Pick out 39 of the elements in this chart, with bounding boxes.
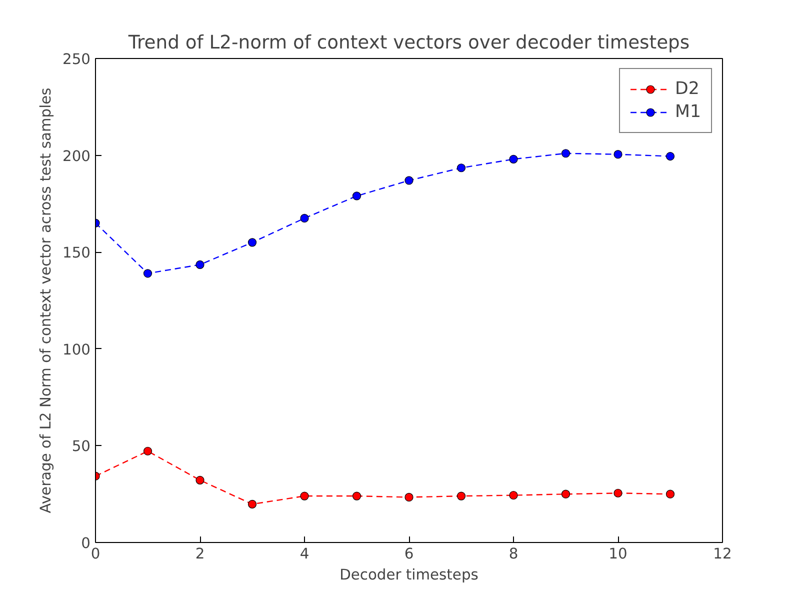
point (352, 192, 362, 200)
point (666, 490, 675, 498)
point (614, 488, 622, 498)
point (404, 176, 414, 185)
point (509, 154, 518, 164)
point (509, 490, 518, 500)
y-tick-label: 100 (62, 341, 91, 358)
point (300, 214, 309, 223)
point (561, 490, 570, 498)
y-axis-title: Average of L2 Norm of context vector across test samples (38, 88, 55, 514)
point (352, 492, 362, 500)
point (456, 164, 466, 172)
x-tick-label: 4 (300, 546, 310, 562)
y-tick-label: 50 (72, 438, 91, 456)
point (196, 476, 204, 484)
x-tick-label: 8 (508, 546, 518, 562)
chart-title: Trend of L2-norm of context vectors over decoder timesteps (127, 32, 690, 54)
point (143, 446, 152, 456)
x-tick-label: 2 (195, 546, 205, 562)
y-tick-label: 150 (62, 244, 91, 262)
y-tick-label: 0 (81, 535, 91, 552)
legend-label: D2 (675, 79, 700, 99)
point (248, 500, 257, 508)
point (404, 492, 414, 502)
point (614, 150, 622, 159)
x-tick-label: 10 (608, 546, 628, 562)
x-tick-label: 6 (404, 546, 414, 562)
legend-label: M1 (675, 102, 701, 122)
point (561, 149, 570, 158)
point (666, 152, 675, 161)
y-tick-label: 250 (62, 51, 91, 68)
point (248, 238, 257, 247)
x-tick-label: 12 (713, 546, 732, 562)
point (456, 492, 466, 500)
point (196, 260, 204, 269)
y-tick-label: 200 (62, 148, 91, 165)
point (300, 492, 309, 500)
point (143, 269, 152, 278)
x-axis-title: Decoder timesteps (340, 566, 478, 584)
